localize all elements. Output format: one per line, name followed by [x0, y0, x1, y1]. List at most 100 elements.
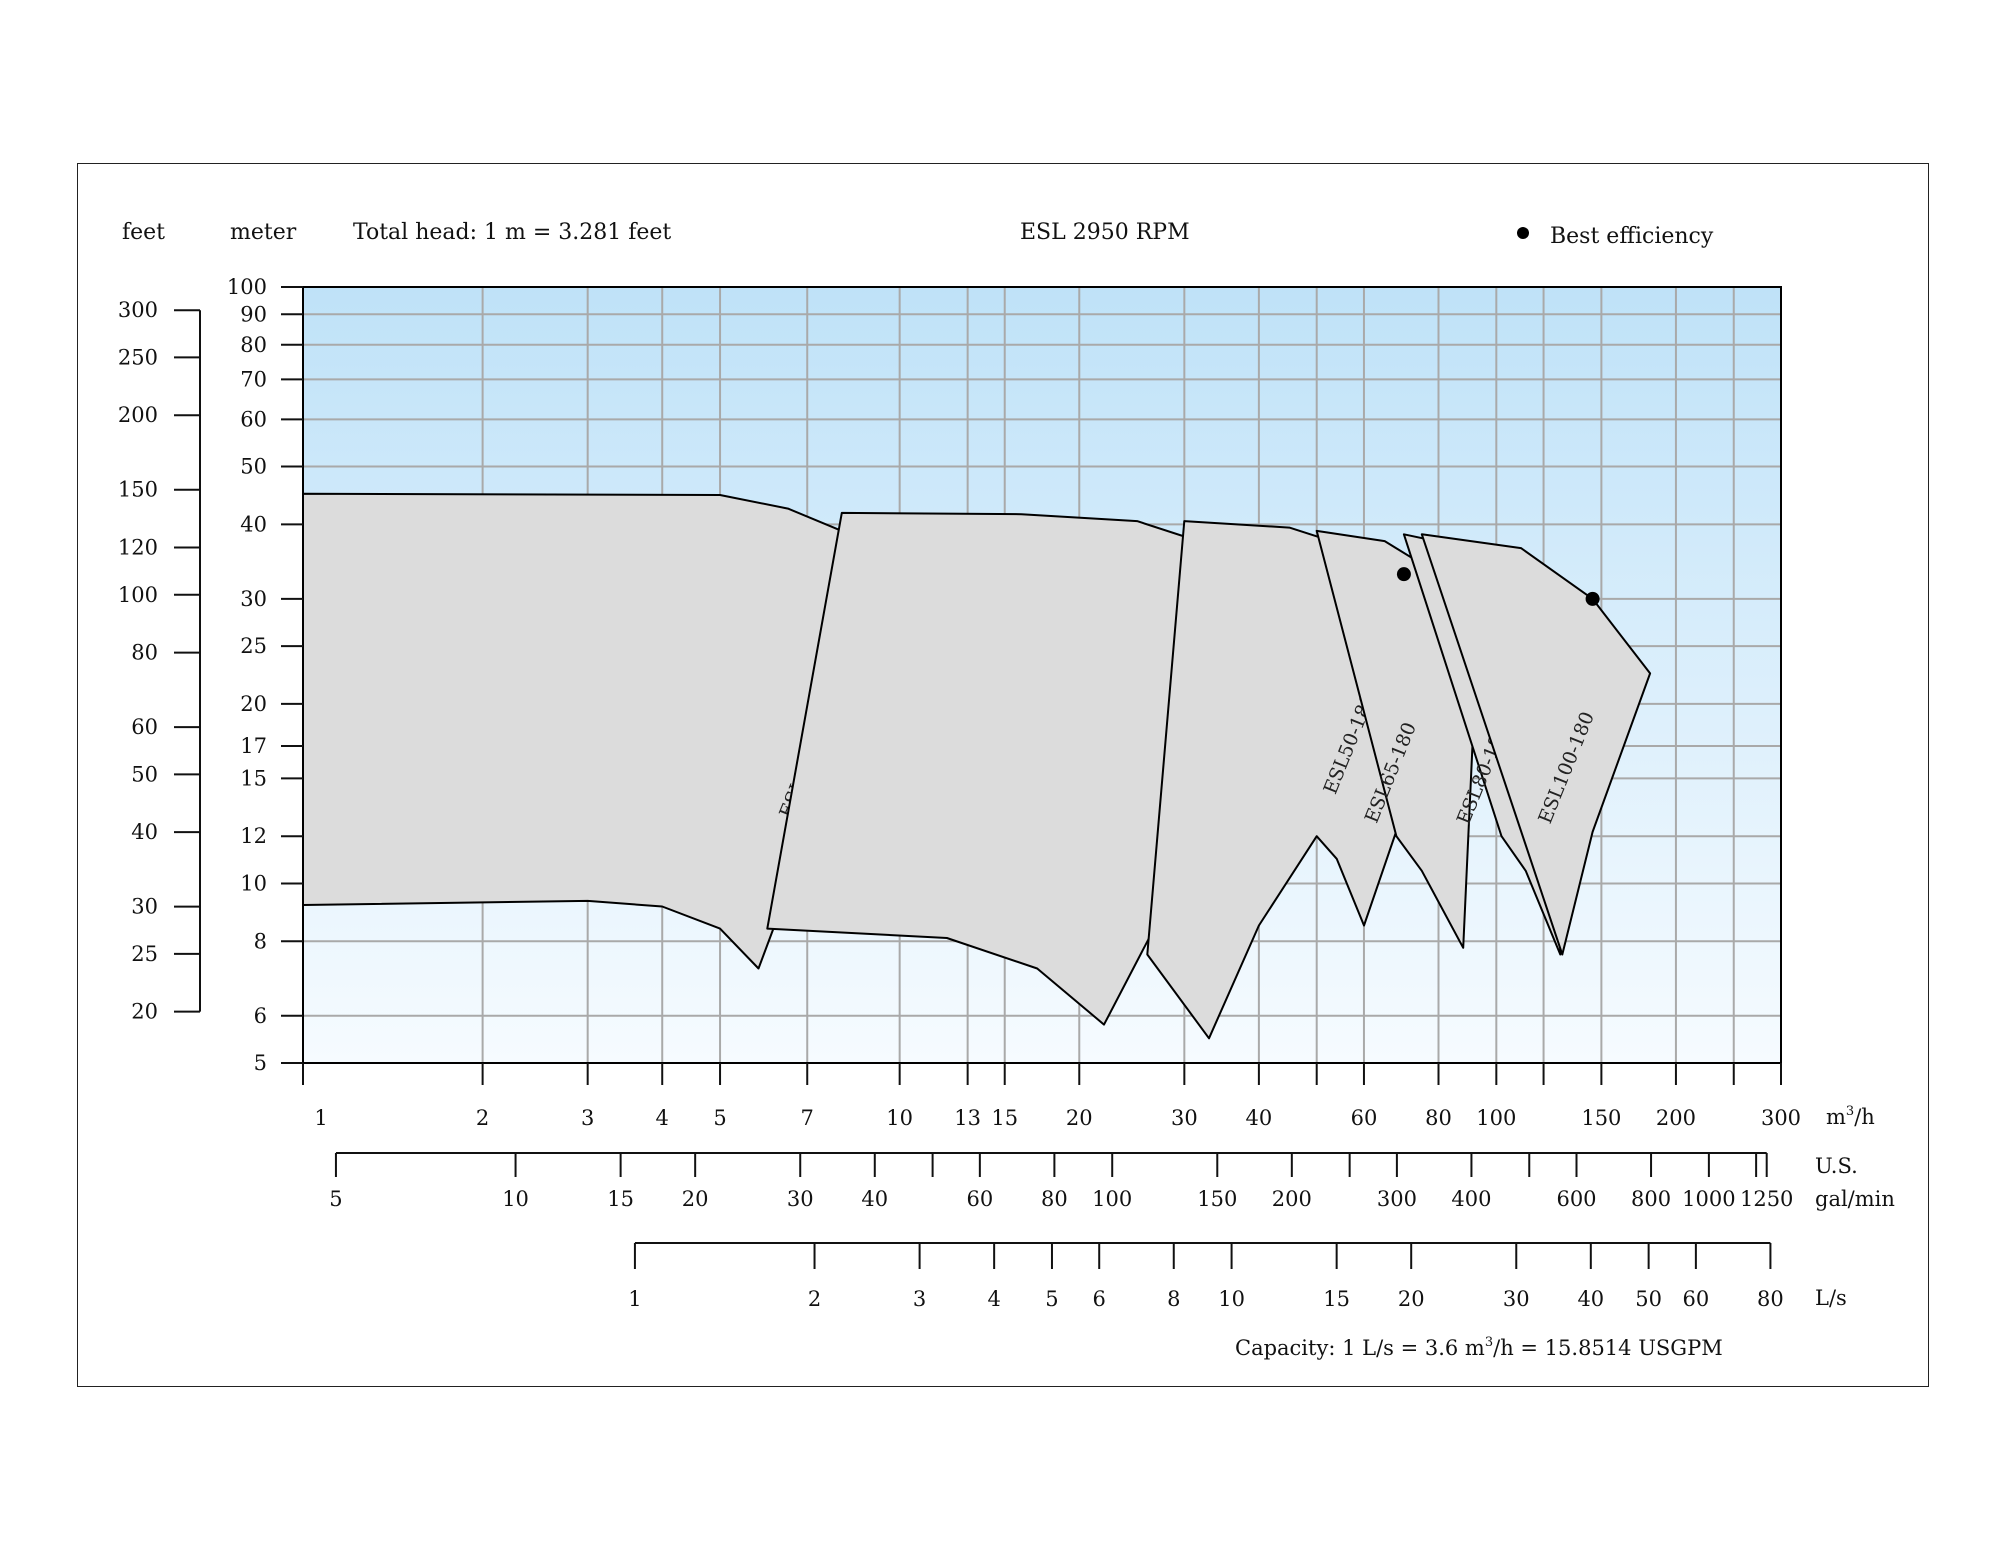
- m3h-unit-label: m3/h: [1826, 1104, 1875, 1129]
- m3h-tick-label: 7: [801, 1106, 814, 1130]
- meter-tick-label: 25: [240, 634, 267, 658]
- m3h-tick-label: 150: [1581, 1106, 1621, 1130]
- ls-tick-label: 30: [1503, 1287, 1530, 1311]
- usgpm-tick-label: 40: [861, 1187, 888, 1211]
- usgpm-tick-label: 15: [607, 1187, 634, 1211]
- m3h-tick-label: 300: [1761, 1106, 1801, 1130]
- ls-tick-label: 6: [1093, 1287, 1106, 1311]
- chart-title: ESL 2950 RPM: [1020, 220, 1190, 245]
- meter-tick-label: 60: [240, 407, 267, 431]
- usgpm-tick-label: 200: [1272, 1187, 1312, 1211]
- total-head-note: Total head: 1 m = 3.281 feet: [353, 220, 671, 245]
- feet-tick-label: 200: [118, 403, 158, 427]
- m3h-tick-label: 20: [1066, 1106, 1093, 1130]
- m3h-tick-label: 30: [1171, 1106, 1198, 1130]
- ls-tick-label: 60: [1683, 1287, 1710, 1311]
- m3h-tick-label: 100: [1476, 1106, 1516, 1130]
- usgpm-tick-label: 150: [1197, 1187, 1237, 1211]
- meter-tick-label: 15: [240, 766, 267, 790]
- meter-tick-label: 70: [240, 367, 267, 391]
- feet-axis-header: feet: [122, 220, 165, 245]
- usgpm-tick-label: 5: [329, 1187, 342, 1211]
- ls-tick-label: 10: [1218, 1287, 1245, 1311]
- feet-tick-label: 150: [118, 478, 158, 502]
- meter-tick-label: 17: [240, 734, 267, 758]
- pump-region-esl25-180: [302, 492, 909, 970]
- pump-region-esl100-180: [1420, 533, 1652, 956]
- m3h-tick-label: 5: [713, 1106, 726, 1130]
- meter-tick-label: 10: [240, 871, 267, 895]
- usgpm-tick-label: 800: [1631, 1187, 1671, 1211]
- ls-tick-label: 15: [1323, 1287, 1350, 1311]
- best-efficiency-point: [1396, 567, 1411, 582]
- m3h-tick-label: 40: [1246, 1106, 1273, 1130]
- chart-frame: [77, 163, 1929, 1387]
- meter-tick-label: 80: [240, 333, 267, 357]
- usgpm-unit-line2: gal/min: [1815, 1187, 1895, 1211]
- m3h-tick-label: 1: [314, 1106, 327, 1130]
- ls-unit-label: L/s: [1815, 1286, 1847, 1310]
- m3h-tick-label: 3: [581, 1106, 594, 1130]
- ls-tick-label: 80: [1757, 1287, 1784, 1311]
- ls-tick-label: 8: [1167, 1287, 1180, 1311]
- ls-tick-label: 5: [1045, 1287, 1058, 1311]
- feet-tick-label: 40: [131, 820, 158, 844]
- best-efficiency-legend-marker: [1517, 227, 1529, 239]
- meter-tick-label: 50: [240, 455, 267, 479]
- usgpm-tick-label: 30: [787, 1187, 814, 1211]
- feet-tick-label: 80: [131, 641, 158, 665]
- ls-tick-label: 20: [1398, 1287, 1425, 1311]
- axes: 1009080706050403025201715121086530025020…: [118, 275, 1801, 1311]
- feet-tick-label: 50: [131, 762, 158, 786]
- meter-tick-label: 8: [254, 929, 267, 953]
- usgpm-unit-line1: U.S.: [1815, 1154, 1858, 1178]
- m3h-tick-label: 15: [991, 1106, 1018, 1130]
- meter-tick-label: 12: [240, 824, 267, 848]
- feet-tick-label: 250: [118, 345, 158, 369]
- feet-tick-label: 120: [118, 536, 158, 560]
- meter-tick-label: 30: [240, 587, 267, 611]
- usgpm-tick-label: 10: [502, 1187, 529, 1211]
- feet-tick-label: 100: [118, 583, 158, 607]
- feet-tick-label: 20: [131, 1000, 158, 1024]
- feet-tick-label: 30: [131, 895, 158, 919]
- m3h-tick-label: 10: [886, 1106, 913, 1130]
- ls-tick-label: 50: [1635, 1287, 1662, 1311]
- meter-axis-header: meter: [230, 220, 297, 245]
- meter-tick-label: 5: [254, 1051, 267, 1075]
- m3h-tick-label: 13: [954, 1106, 981, 1130]
- meter-tick-label: 6: [254, 1004, 267, 1028]
- ls-tick-label: 4: [987, 1287, 1000, 1311]
- usgpm-tick-label: 1250: [1740, 1187, 1793, 1211]
- usgpm-tick-label: 60: [966, 1187, 993, 1211]
- feet-tick-label: 60: [131, 715, 158, 739]
- usgpm-tick-label: 600: [1556, 1187, 1596, 1211]
- m3h-tick-label: 4: [656, 1106, 669, 1130]
- usgpm-tick-label: 80: [1041, 1187, 1068, 1211]
- feet-tick-label: 25: [131, 942, 158, 966]
- meter-tick-label: 100: [227, 275, 267, 299]
- m3h-tick-label: 200: [1656, 1106, 1696, 1130]
- ls-tick-label: 1: [628, 1287, 641, 1311]
- meter-tick-label: 40: [240, 512, 267, 536]
- meter-tick-label: 20: [240, 692, 267, 716]
- meter-tick-label: 90: [240, 302, 267, 326]
- best-efficiency-point: [1585, 591, 1600, 606]
- usgpm-tick-label: 300: [1377, 1187, 1417, 1211]
- capacity-note: Capacity: 1 L/s = 3.6 m3/h = 15.8514 USG…: [1235, 1335, 1723, 1360]
- m3h-tick-label: 60: [1351, 1106, 1378, 1130]
- usgpm-tick-label: 100: [1092, 1187, 1132, 1211]
- ls-tick-label: 40: [1577, 1287, 1604, 1311]
- m3h-tick-label: 80: [1425, 1106, 1452, 1130]
- usgpm-tick-label: 1000: [1682, 1187, 1735, 1211]
- m3h-tick-label: 2: [476, 1106, 489, 1130]
- usgpm-tick-label: 400: [1451, 1187, 1491, 1211]
- ls-tick-label: 3: [913, 1287, 926, 1311]
- plot-border: [302, 286, 1782, 1064]
- usgpm-tick-label: 20: [682, 1187, 709, 1211]
- feet-tick-label: 300: [118, 298, 158, 322]
- best-efficiency-legend-label: Best efficiency: [1550, 224, 1714, 249]
- ls-tick-label: 2: [808, 1287, 821, 1311]
- pump-series: ESL25-180ESL40-180ESL50-180ESL65-180ESL8…: [302, 492, 1652, 1040]
